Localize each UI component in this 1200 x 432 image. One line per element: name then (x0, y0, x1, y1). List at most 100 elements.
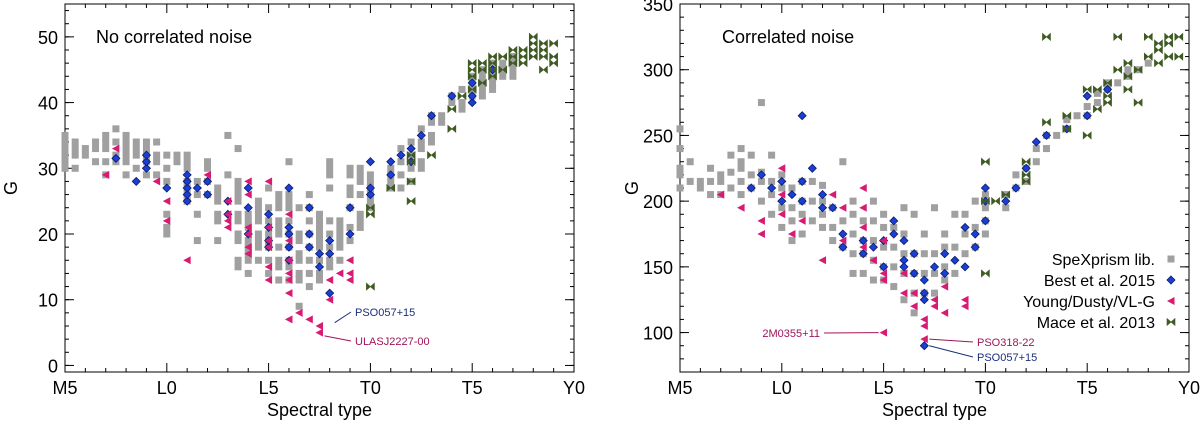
spex-point (717, 171, 724, 178)
panel-title: Correlated noise (722, 27, 854, 47)
spex-point (123, 139, 130, 146)
spex-point (214, 198, 221, 205)
x-tick-label: M5 (667, 378, 692, 398)
spex-point (347, 191, 354, 198)
spex-point (697, 178, 704, 185)
spex-point (123, 171, 130, 178)
spex-point (82, 152, 89, 159)
y-tick-label: 40 (38, 94, 58, 114)
spex-point (1124, 66, 1131, 73)
spex-point (235, 191, 242, 198)
spex-point (275, 277, 282, 284)
spex-point (326, 165, 333, 172)
spex-point (194, 237, 201, 244)
spex-point (255, 244, 262, 251)
spex-point (707, 165, 714, 172)
spex-point (367, 171, 374, 178)
spex-point (347, 165, 354, 172)
spex-point (285, 204, 292, 211)
spex-point (768, 211, 775, 218)
spex-point (839, 158, 846, 165)
spex-point (255, 198, 262, 205)
spex-point (153, 139, 160, 146)
spex-point (123, 132, 130, 139)
spex-point (163, 211, 170, 218)
spex-point (133, 165, 140, 172)
spex-point (275, 191, 282, 198)
spex-point (336, 237, 343, 244)
spex-point (235, 257, 242, 264)
spex-point (1084, 103, 1091, 110)
spex-point (72, 152, 79, 159)
spex-point (235, 237, 242, 244)
spex-point (428, 139, 435, 146)
x-tick-label: L0 (772, 378, 792, 398)
spex-point (306, 270, 313, 277)
spex-point (397, 171, 404, 178)
spex-point (316, 217, 323, 224)
spex-point (1033, 158, 1040, 165)
spex-point (418, 145, 425, 152)
spex-point (275, 224, 282, 231)
y-tick-label: 50 (38, 28, 58, 48)
spex-point (697, 185, 704, 192)
x-axis-label: Spectral type (882, 400, 987, 420)
panel-title: No correlated noise (96, 27, 252, 47)
spex-point (809, 217, 816, 224)
spex-point (275, 231, 282, 238)
spex-point (479, 93, 486, 100)
spex-point (153, 158, 160, 165)
spex-point (880, 224, 887, 231)
spex-point (275, 244, 282, 251)
spex-point (357, 178, 364, 185)
spex-point (870, 277, 877, 284)
spex-point (677, 145, 684, 152)
y-tick-label: 350 (643, 0, 673, 15)
spex-point (397, 185, 404, 192)
spex-point (112, 125, 119, 132)
spex-point (255, 211, 262, 218)
spex-point (316, 224, 323, 231)
spex-point (489, 86, 496, 93)
spex-point (860, 270, 867, 277)
spex-point (275, 204, 282, 211)
spex-point (235, 185, 242, 192)
spex-point (326, 171, 333, 178)
spex-point (255, 204, 262, 211)
spex-point (326, 217, 333, 224)
spex-point (62, 145, 69, 152)
spex-point (102, 158, 109, 165)
legend-entry-label: Best et al. 2015 (1044, 273, 1155, 290)
spex-point (336, 224, 343, 231)
spex-point (850, 231, 857, 238)
y-tick-label: 20 (38, 225, 58, 245)
spex-point (336, 217, 343, 224)
spex-point (677, 185, 684, 192)
spex-point (163, 152, 170, 159)
spex-point (972, 198, 979, 205)
spex-point (489, 79, 496, 86)
spex-point (738, 145, 745, 152)
spex-point (214, 211, 221, 218)
x-tick-label: T0 (975, 378, 996, 398)
spex-point (153, 171, 160, 178)
spex-point (235, 231, 242, 238)
spex-point (788, 204, 795, 211)
annotation-label: 2M0355+11 (762, 328, 820, 340)
spex-point (717, 178, 724, 185)
spex-point (850, 211, 857, 218)
spex-point (72, 145, 79, 152)
legend-entry-label: Young/Dusty/VL-G (1023, 294, 1155, 311)
spex-point (235, 211, 242, 218)
spex-point (931, 204, 938, 211)
spex-point (962, 211, 969, 218)
spex-point (357, 171, 364, 178)
spex-point (738, 165, 745, 172)
spex-point (224, 171, 231, 178)
spex-point (235, 145, 242, 152)
spex-point (214, 185, 221, 192)
spex-point (428, 132, 435, 139)
spex-point (911, 309, 918, 316)
spex-point (357, 217, 364, 224)
